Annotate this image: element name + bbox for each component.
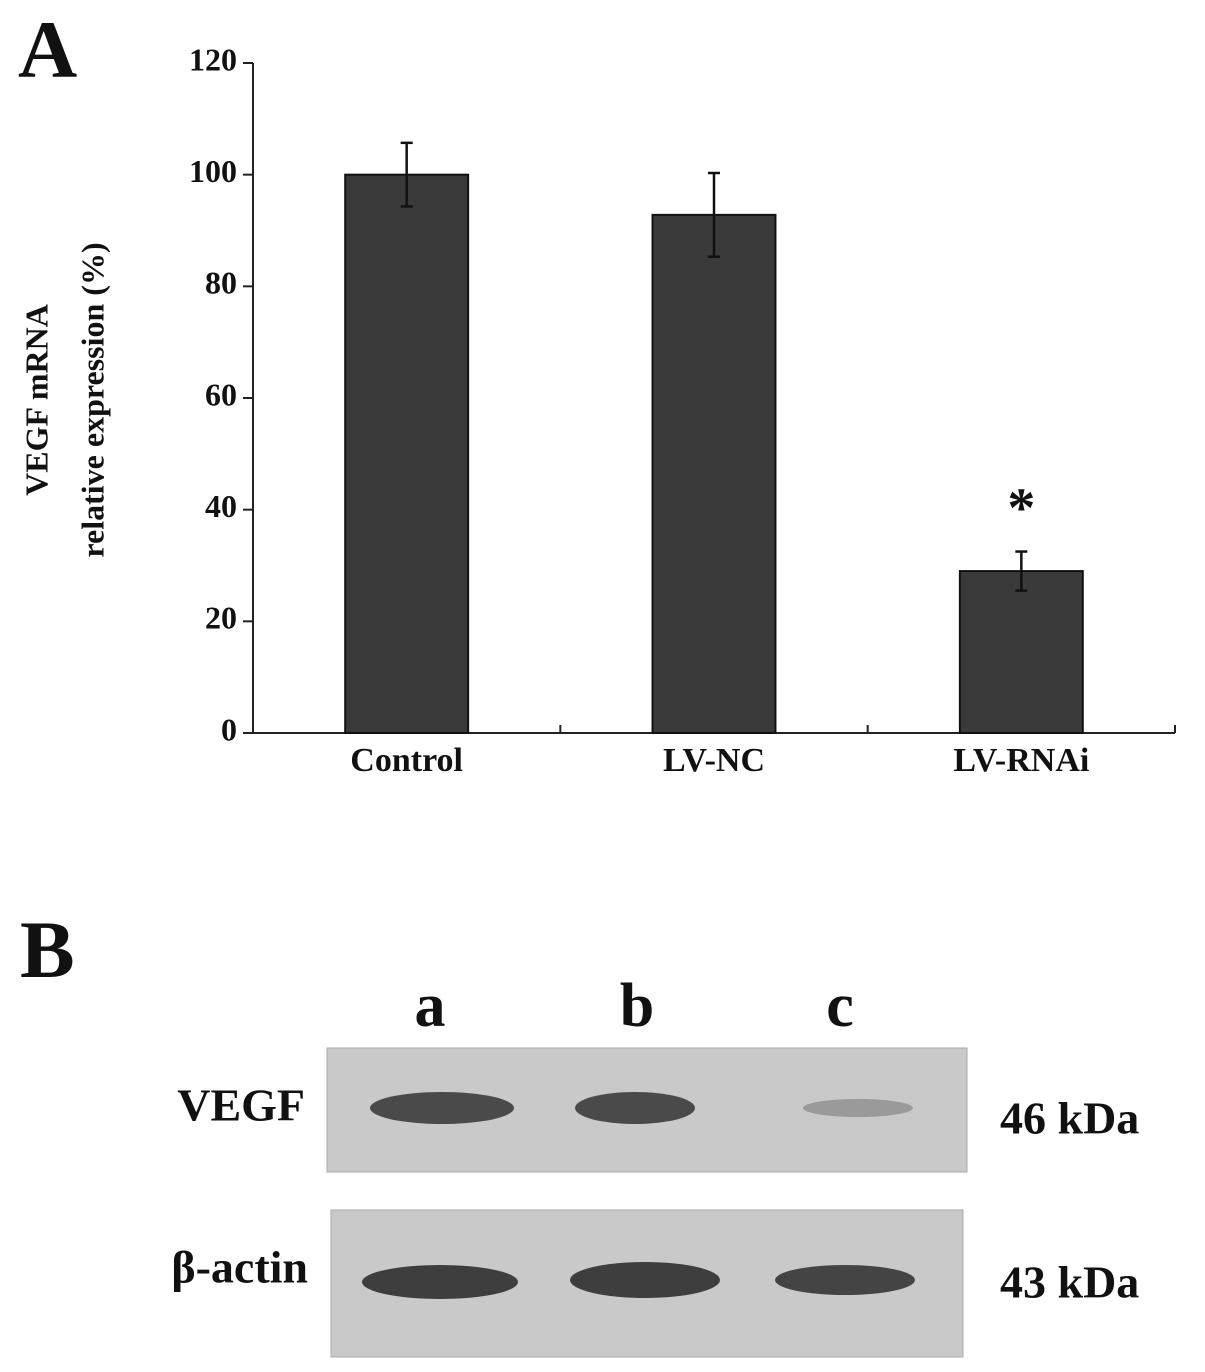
bar <box>651 213 777 735</box>
row-label: VEGF <box>177 1080 305 1131</box>
error-bar <box>1015 550 1028 592</box>
error-bar <box>400 141 413 208</box>
row-label: β-actin <box>171 1242 308 1293</box>
error-bar <box>708 171 720 258</box>
size-label: 43 kDa <box>1000 1257 1139 1308</box>
bar <box>344 173 470 734</box>
panel-label: A <box>18 4 77 95</box>
y-tick-label: 20 <box>205 600 237 636</box>
y-tick-label: 120 <box>189 41 237 77</box>
bar <box>958 570 1084 734</box>
size-label: 46 kDa <box>1000 1093 1139 1144</box>
y-axis-label: relative expression (%) <box>74 242 110 557</box>
blot-membrane <box>326 1047 968 1358</box>
x-tick-label: LV-RNAi <box>953 742 1089 779</box>
lane-label: b <box>620 972 654 1040</box>
lane-label: c <box>826 972 854 1040</box>
y-tick-label: 100 <box>189 153 237 189</box>
y-tick-label: 60 <box>205 376 237 412</box>
y-tick-label: 80 <box>205 265 237 301</box>
x-tick-label: Control <box>350 742 463 779</box>
y-tick-label: 0 <box>221 711 237 747</box>
annotation: * <box>1007 477 1035 539</box>
panel-label: B <box>20 904 75 995</box>
x-tick-label: LV-NC <box>663 742 765 779</box>
y-axis-label: VEGF mRNA <box>18 304 54 496</box>
y-tick-label: 40 <box>205 488 237 524</box>
lane-label: a <box>415 972 446 1040</box>
